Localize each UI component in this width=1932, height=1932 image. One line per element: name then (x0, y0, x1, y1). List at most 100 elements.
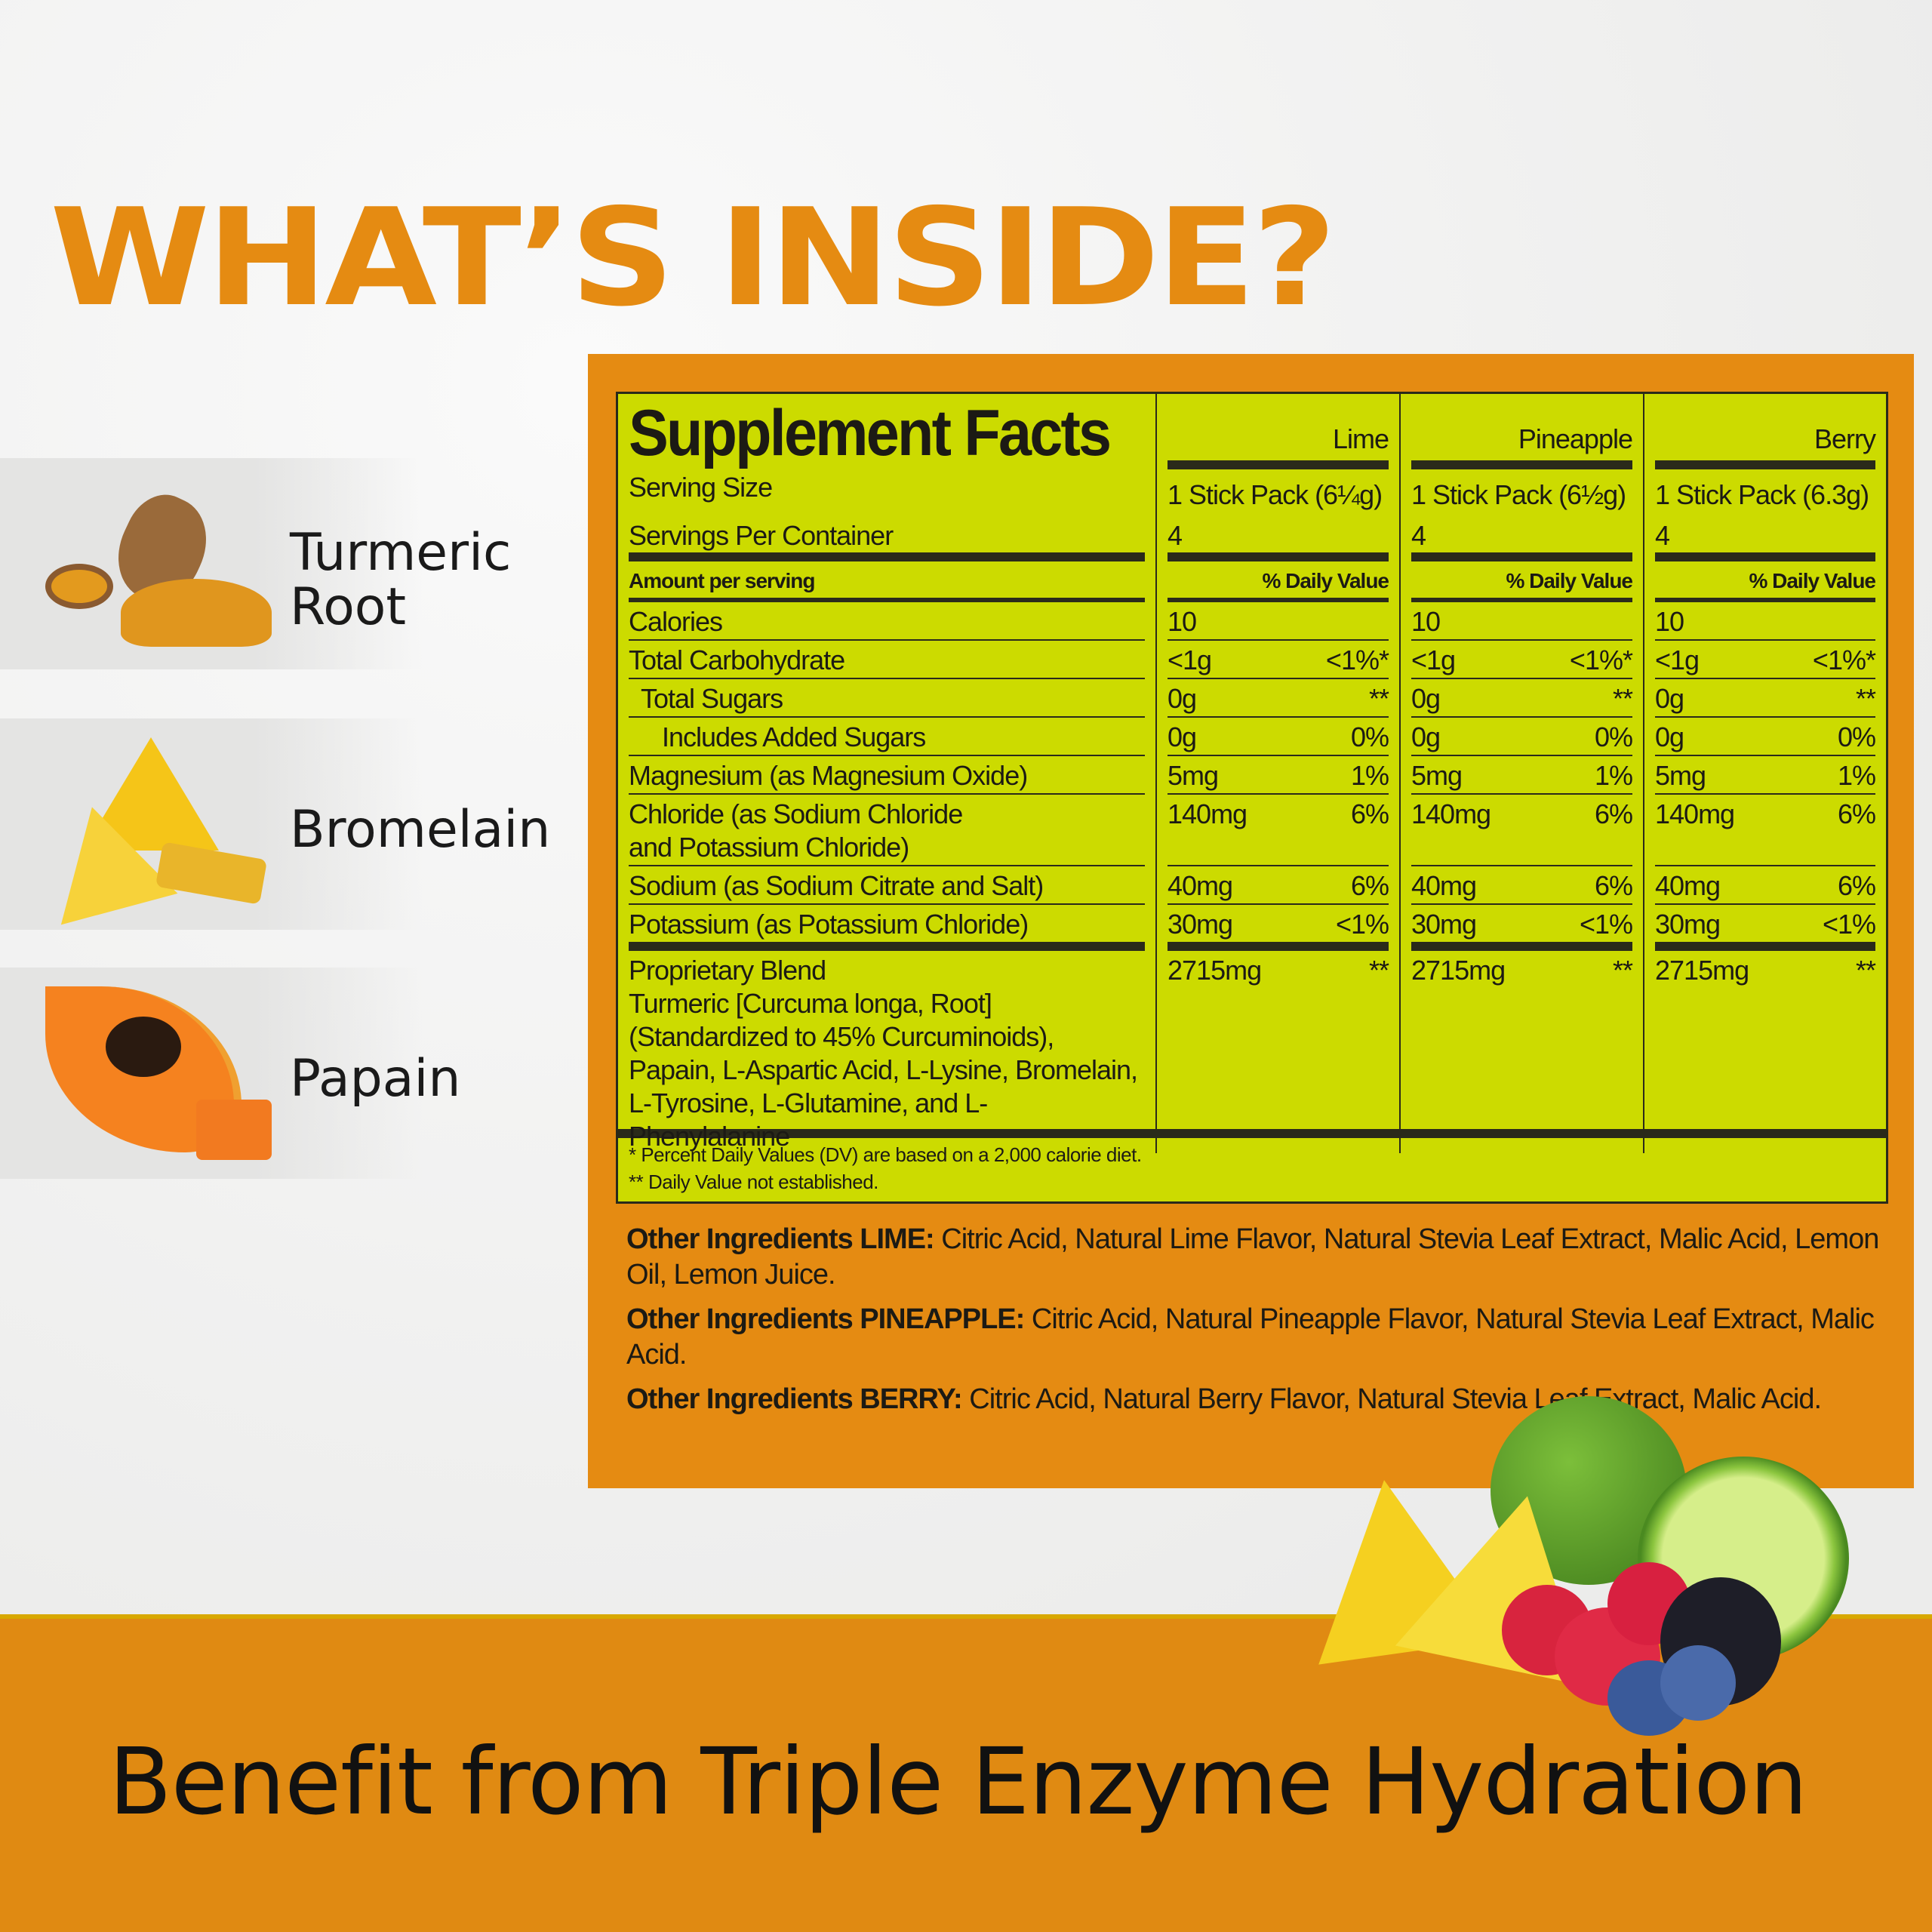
footnote-not-established: ** Daily Value not established. (629, 1171, 878, 1193)
servings-value: 4 (1655, 520, 1670, 551)
nutrient-amount: 30mg (1168, 909, 1233, 940)
facts-title: Supplement Facts (629, 397, 1112, 469)
nutrient-name: Total Sugars (641, 683, 783, 714)
servings-label: Servings Per Container (629, 520, 894, 551)
nutrient-amount: 140mg (1411, 798, 1491, 829)
blend-dv: ** (1368, 955, 1389, 986)
nutrient-amount: <1g (1411, 645, 1456, 675)
nutrient-amount: <1g (1655, 645, 1700, 675)
ingredient-label: Papain (290, 1049, 461, 1109)
nutrient-dv: <1%* (1569, 645, 1633, 675)
nutrient-dv: 6% (1350, 798, 1389, 829)
nutrient-dv: 6% (1837, 870, 1876, 901)
nutrient-amount: 140mg (1168, 798, 1247, 829)
serving-size-value: 1 Stick Pack (6½g) (1411, 479, 1626, 510)
nutrient-row: Total Sugars 0g ** 0g ** 0g ** (618, 679, 1886, 718)
nutrient-amount: 5mg (1655, 760, 1706, 791)
nutrient-dv: <1% (1822, 909, 1876, 940)
nutrient-dv: 1% (1594, 760, 1633, 791)
nutrient-name: Includes Added Sugars (662, 721, 926, 752)
tagline: Benefit from Triple Enzyme Hydration (109, 1728, 1807, 1835)
supplement-facts-label: Supplement Facts Lime Pineapple Berry Se… (616, 392, 1888, 1204)
nutrient-dv: 0% (1837, 721, 1876, 752)
blend-detail: Turmeric [Curcuma longa, Root] (Standard… (629, 988, 1138, 1152)
servings-value: 4 (1411, 520, 1426, 551)
nutrient-dv: 1% (1350, 760, 1389, 791)
flavor-berry: Berry (1814, 423, 1876, 454)
facts-header-row: Supplement Facts Lime Pineapple Berry (618, 394, 1886, 469)
nutrient-amount: 0g (1411, 721, 1441, 752)
pineapple-icon (33, 737, 272, 925)
serving-size-value: 1 Stick Pack (6.3g) (1655, 479, 1869, 510)
ingredient-strip-turmeric: Turmeric Root (0, 458, 511, 669)
nutrient-row: Magnesium (as Magnesium Oxide) 5mg 1% 5mg 1%… (618, 756, 1886, 795)
blend-amount: 2715mg (1411, 955, 1506, 986)
nutrient-dv: <1% (1579, 909, 1633, 940)
nutrient-dv: 0% (1594, 721, 1633, 752)
nutrient-amount: 5mg (1411, 760, 1463, 791)
nutrient-amount: 0g (1168, 721, 1197, 752)
blend-amount: 2715mg (1168, 955, 1262, 986)
nutrient-amount: 30mg (1655, 909, 1721, 940)
nutrient-amount: 5mg (1168, 760, 1219, 791)
nutrient-dv: ** (1612, 683, 1633, 714)
nutrient-dv: 6% (1837, 798, 1876, 829)
serving-size-value: 1 Stick Pack (6¼g) (1168, 479, 1383, 510)
daily-value-label: % Daily Value (1749, 569, 1876, 592)
divider-bar (618, 1129, 1886, 1138)
nutrient-amount: 140mg (1655, 798, 1735, 829)
papaya-icon (45, 986, 279, 1168)
nutrient-amount: 40mg (1655, 870, 1721, 901)
nutrient-amount: 30mg (1411, 909, 1477, 940)
flavor-lime: Lime (1332, 423, 1389, 454)
amount-row: Amount per serving % Daily Value % Daily… (618, 561, 1886, 602)
other-ingredients-berry: Other Ingredients BERRY: Citric Acid, Na… (626, 1383, 1822, 1415)
nutrient-amount: 40mg (1411, 870, 1477, 901)
blend-row: Proprietary Blend Turmeric [Curcuma longa… (618, 951, 1886, 1153)
serving-row: Serving Size Servings Per Container 1 Sti… (618, 468, 1886, 561)
nutrient-amount: 10 (1168, 606, 1197, 637)
footnote-dv: * Percent Daily Values (DV) are based on… (629, 1143, 1142, 1166)
nutrient-row: Sodium (as Sodium Citrate and Salt) 40mg 6… (618, 866, 1886, 905)
ingredient-label: Bromelain (290, 800, 551, 860)
serving-size-label: Serving Size (629, 472, 773, 503)
blend-amount: 2715mg (1655, 955, 1749, 986)
nutrient-amount: 40mg (1168, 870, 1233, 901)
nutrient-name: Magnesium (as Magnesium Oxide) (629, 760, 1028, 791)
blend-dv: ** (1855, 955, 1876, 986)
blueberry-icon (1660, 1645, 1736, 1721)
nutrient-row: Potassium (as Potassium Chloride) 30mg <1%… (618, 905, 1886, 951)
nutrient-row: Chloride (as Sodium Chloride and Potassi… (618, 795, 1886, 866)
ingredient-strip-bromelain: Bromelain (0, 718, 550, 930)
blend-dv: ** (1612, 955, 1633, 986)
nutrient-name: Sodium (as Sodium Citrate and Salt) (629, 870, 1044, 901)
nutrient-dv: <1%* (1325, 645, 1389, 675)
nutrient-dv: 0% (1350, 721, 1389, 752)
flavor-pineapple: Pineapple (1518, 423, 1633, 454)
nutrient-name: Total Carbohydrate (629, 645, 845, 675)
amount-per-serving-label: Amount per serving (629, 569, 815, 592)
nutrient-dv: 6% (1594, 798, 1633, 829)
servings-value: 4 (1168, 520, 1183, 551)
blend-name: Proprietary Blend (629, 955, 826, 986)
headline: WHAT’S INSIDE? (50, 180, 1337, 336)
nutrient-amount: 0g (1168, 683, 1197, 714)
nutrient-amount: 0g (1655, 721, 1684, 752)
ingredient-label: Turmeric Root (290, 523, 512, 637)
footnotes: * Percent Daily Values (DV) are based on… (618, 1138, 1886, 1198)
ingredient-strip-papain: Papain (0, 968, 460, 1179)
nutrient-row: Includes Added Sugars 0g 0% 0g 0% 0g 0% (618, 718, 1886, 756)
turmeric-icon (45, 483, 272, 647)
nutrient-amount: <1g (1168, 645, 1212, 675)
nutrient-amount: 0g (1411, 683, 1441, 714)
nutrient-name: Calories (629, 606, 723, 637)
nutrient-name: Chloride (as Sodium Chloride and Potassi… (629, 798, 963, 863)
nutrient-dv: <1% (1335, 909, 1389, 940)
nutrient-dv: 1% (1837, 760, 1876, 791)
daily-value-label: % Daily Value (1262, 569, 1389, 592)
daily-value-label: % Daily Value (1506, 569, 1633, 592)
nutrient-row: Calories 10 10 10 (618, 602, 1886, 641)
nutrient-dv: 6% (1594, 870, 1633, 901)
nutrient-rows: Calories 10 10 10 Total Carbohydrate <1g <1%* <… (618, 602, 1886, 951)
nutrient-amount: 0g (1655, 683, 1684, 714)
